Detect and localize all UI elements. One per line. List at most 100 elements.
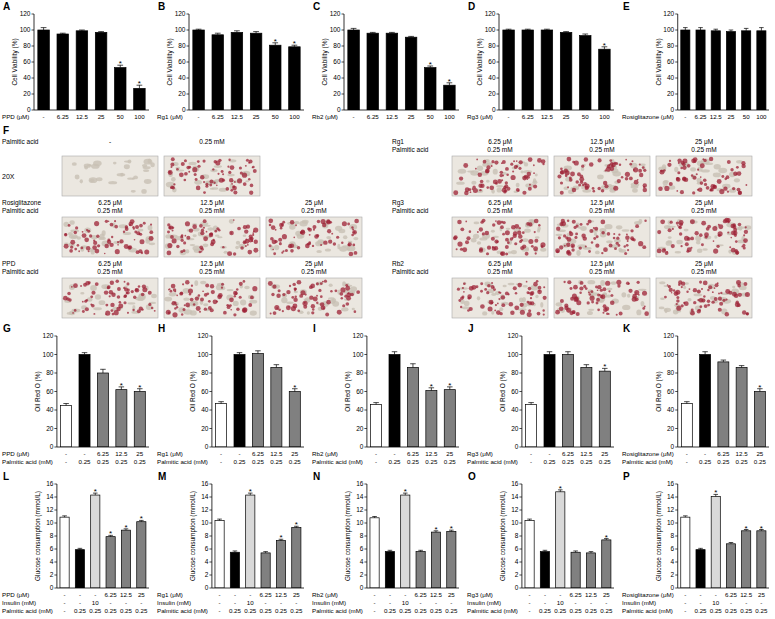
lipid-droplet: [172, 312, 177, 317]
error-bar: [218, 402, 224, 404]
lipid-droplet: [233, 313, 236, 316]
lipid-droplet: [633, 167, 638, 172]
lipid-droplet: [609, 159, 612, 162]
cell: [533, 178, 536, 183]
row-label: Palmitic acid: [2, 207, 39, 214]
bar: [401, 495, 410, 588]
cell: [93, 307, 102, 310]
panel-letter: M: [158, 471, 166, 482]
cell: [227, 289, 234, 291]
error-cap: [41, 27, 47, 28]
error-line: [746, 28, 747, 30]
magnification: 20X: [2, 173, 15, 180]
lipid-droplet: [738, 191, 742, 195]
lipid-droplet: [738, 191, 742, 195]
lipid-droplet: [176, 294, 178, 296]
bar-chart: ORg3 (μM)Insulin (mM)Palmitic acid (mM)-…: [467, 471, 614, 614]
lipid-droplet: [230, 309, 232, 311]
lipid-droplet: [727, 160, 731, 164]
lipid-droplet: [185, 221, 190, 226]
y-axis-title: Cell Viability (%): [321, 38, 329, 85]
y-tick-label: 60: [46, 388, 54, 395]
x-row-cell: 0.25: [580, 458, 593, 465]
lipid-droplet: [170, 290, 173, 293]
bar: [389, 355, 400, 448]
x-row-cell: 6.25: [97, 450, 110, 457]
lipid-droplet: [227, 305, 231, 309]
cell: [642, 165, 645, 171]
y-tick: [364, 410, 367, 411]
x-row-cell: -: [684, 591, 686, 598]
x-row-cell: 25: [603, 591, 610, 598]
cell: [456, 182, 465, 185]
y-tick: [32, 62, 35, 63]
lipid-droplet: [176, 168, 179, 171]
error-cap: [370, 32, 376, 33]
error-cap: [255, 350, 261, 351]
cell: [674, 167, 678, 173]
lipid-droplet: [212, 168, 214, 170]
cell: [214, 165, 222, 168]
lipid-droplet: [643, 169, 646, 172]
x-row-cell: -: [375, 450, 377, 457]
lipid-droplet: [272, 249, 274, 251]
error-cap: [263, 551, 268, 552]
x-row-cell: 12.5: [585, 591, 598, 598]
bar: [541, 30, 553, 110]
error-cap: [547, 351, 553, 352]
error-line: [43, 28, 44, 30]
lipid-droplet: [476, 159, 478, 161]
cell: [132, 305, 135, 311]
lipid-droplet: [700, 181, 704, 185]
x-row-label: Rb2 (μM): [312, 591, 338, 598]
x-row-cell: 50: [117, 113, 124, 120]
error-cap: [702, 351, 707, 352]
lipid-droplet: [584, 186, 588, 190]
lipid-droplet: [191, 285, 193, 287]
lipid-droplet: [659, 170, 664, 175]
bar: [736, 367, 747, 447]
image-caption: 0.25 mM: [487, 207, 512, 214]
error-cap: [543, 550, 548, 551]
cell: [243, 234, 247, 237]
y-tick: [187, 94, 190, 95]
cell: [349, 224, 357, 230]
error-bar: [729, 543, 734, 544]
error-cap: [729, 30, 734, 31]
y-tick-label: 100: [353, 351, 364, 358]
lipid-droplet: [597, 158, 601, 162]
y-tick-label: 80: [178, 42, 186, 49]
y-tick-label: 0: [50, 443, 54, 450]
panel-letter: K: [623, 323, 631, 334]
lipid-droplet: [124, 281, 126, 283]
lipid-droplet: [172, 186, 176, 190]
cell: [141, 189, 146, 194]
cell: [229, 219, 234, 224]
lipid-droplet: [104, 253, 106, 255]
y-tick-label: 4: [50, 558, 54, 565]
bar: [544, 355, 555, 448]
cell: [471, 181, 476, 185]
lipid-droplet: [736, 173, 738, 175]
error-cap: [274, 364, 280, 365]
lipid-droplet: [78, 250, 80, 252]
error-cap: [721, 360, 726, 361]
x-row-cell: 0.25: [270, 458, 283, 465]
image-caption: 25 μM: [695, 138, 713, 146]
y-tick-label: 8: [50, 532, 54, 539]
y-tick-label: 16: [356, 480, 364, 487]
lipid-droplet: [639, 164, 641, 166]
error-cap: [82, 352, 88, 353]
y-tick: [675, 447, 678, 448]
x-row-cell: -: [219, 607, 221, 614]
lipid-droplet: [603, 181, 607, 185]
lipid-droplet: [273, 311, 277, 315]
lipid-droplet: [198, 294, 201, 297]
bar: [681, 517, 690, 588]
y-tick: [32, 14, 35, 15]
y-axis-title: Glucose consumption (mmol/L): [655, 491, 663, 581]
error-bar: [98, 31, 104, 33]
y-tick: [209, 536, 212, 537]
cell: [143, 169, 149, 172]
bar: [405, 37, 417, 110]
